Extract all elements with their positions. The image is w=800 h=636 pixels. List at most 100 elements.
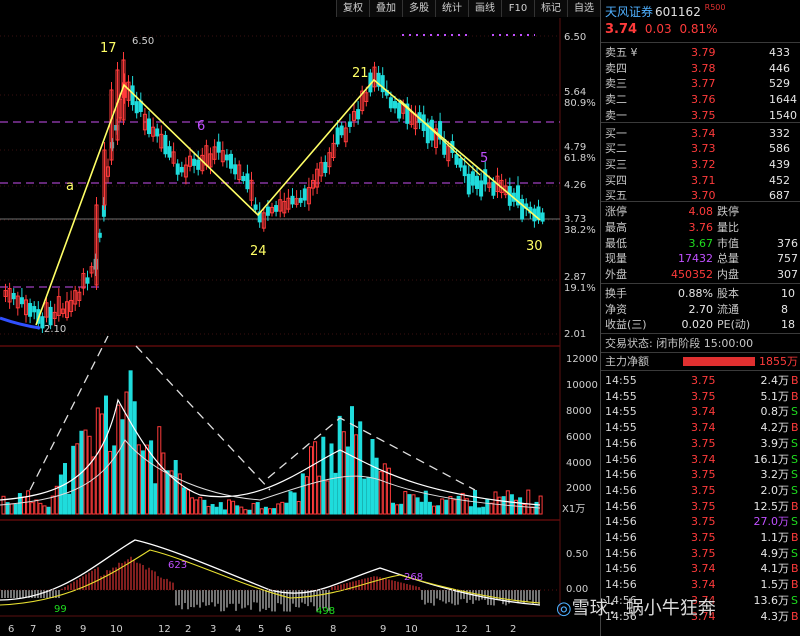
order-price: 3.76 (691, 93, 716, 107)
tick-time: 14:56 (605, 609, 637, 623)
tick-volume: 2.4万 (760, 374, 790, 387)
price-axis-label: 6.50 (564, 32, 586, 43)
main-fund-value: 1855万 (759, 355, 798, 368)
tick-row[interactable]: 14:55 3.74 0.8万 S (605, 404, 800, 419)
tick-time: 14:56 (605, 452, 637, 466)
tick-row[interactable]: 14:56 3.75 27.0万 S (605, 514, 800, 529)
wave-label-17: 17 (100, 41, 117, 56)
date-tick-label: 2 (510, 624, 516, 635)
order-book-row[interactable]: 买二 3.73 586 (605, 141, 800, 156)
statistics-button[interactable]: 统计 (435, 0, 468, 17)
price-axis-label: 4.79 (564, 142, 586, 153)
quote-value-2: 376 (777, 236, 798, 250)
tick-volume: 4.3万 (760, 609, 790, 623)
volume-unit-label: X1万 (562, 504, 585, 515)
quote-label: 外盘 (605, 268, 627, 282)
order-book-row[interactable]: 卖五 ¥ 3.79 433 (605, 45, 800, 60)
tick-row[interactable]: 14:56 3.74 13.6万 S (605, 593, 800, 608)
wave-label-24: 24 (250, 244, 267, 259)
tick-time: 14:56 (605, 593, 637, 607)
tick-volume: 1.5万 (760, 578, 790, 592)
quote-row: 涨停 4.08 跌停 (605, 204, 800, 219)
tick-price: 3.74 (691, 421, 716, 435)
tick-side: B (791, 531, 799, 544)
draw-line-button[interactable]: 画线 (468, 0, 501, 17)
stock-header[interactable]: 天风证券 601162 R500 (605, 3, 726, 20)
price-axis-label: 5.64 (564, 87, 586, 98)
tick-price: 3.75 (691, 483, 716, 497)
kline-chart-area[interactable]: 6.50 5.64 80.9% 4.79 61.8% 4.26 3.73 38.2% 2.87 1… (0, 0, 600, 636)
tick-volume: 2.0万 (760, 483, 790, 497)
watermark: ◎雪球：蜗小牛狂奔 (556, 598, 716, 619)
order-book-row[interactable]: 卖二 3.76 1644 (605, 92, 800, 107)
tick-row[interactable]: 14:55 3.75 2.4万 B (605, 373, 800, 388)
quote-label: 最低 (605, 236, 627, 250)
date-tick-label: 10 (110, 624, 123, 635)
tick-row[interactable]: 14:55 3.75 5.1万 B (605, 389, 800, 404)
tick-time: 14:56 (605, 531, 637, 544)
price-axis-label: 2.87 (564, 272, 586, 283)
f10-button[interactable]: F10 (501, 0, 534, 17)
tick-row[interactable]: 14:56 3.75 3.2万 S (605, 467, 800, 482)
quote-value: 4.08 (688, 205, 714, 218)
tick-row[interactable]: 14:56 3.75 12.5万 B (605, 499, 800, 514)
order-book-row[interactable]: 买四 3.71 452 (605, 173, 800, 188)
tick-time: 14:56 (605, 546, 637, 560)
order-book-row[interactable]: 买五 3.70 687 (605, 188, 800, 203)
tick-price: 3.74 (691, 609, 716, 623)
wave-label-a: a (66, 179, 74, 194)
fundamental-row: 收益(三) 0.020 PE(动) 18 (605, 317, 800, 332)
tick-row[interactable]: 14:56 3.75 4.9万 S (605, 546, 800, 561)
quote-row: 最低 3.67 市值 376 (605, 236, 800, 251)
date-tick-label: 6 (285, 624, 291, 635)
tick-price: 3.74 (691, 452, 716, 466)
fund-label-2: PE(动) (717, 318, 751, 331)
order-book-row[interactable]: 卖四 3.78 446 (605, 61, 800, 76)
fund-label: 收益(三) (605, 318, 647, 331)
watchlist-button[interactable]: 自选 (567, 0, 600, 17)
tick-volume: 4.2万 (760, 421, 790, 435)
tick-row[interactable]: 14:56 3.75 2.0万 S (605, 483, 800, 498)
date-tick-label: 12 (455, 624, 468, 635)
order-price: 3.73 (691, 142, 716, 156)
restore-rights-button[interactable]: 复权 (336, 0, 369, 17)
order-level-label: 卖三 (605, 77, 627, 91)
tick-row[interactable]: 14:55 3.74 4.2万 B (605, 420, 800, 435)
price-axis-pct: 19.1% (564, 283, 596, 294)
quote-label-2: 内盘 (717, 268, 739, 282)
tick-price: 3.75 (691, 531, 716, 544)
order-level-label: 卖二 (605, 93, 627, 107)
quote-label: 最高 (605, 220, 627, 234)
tick-time: 14:56 (605, 483, 637, 497)
tick-side: B (791, 421, 799, 435)
tick-volume: 16.1万 (753, 452, 790, 466)
wave-label-6: 6 (197, 119, 205, 134)
macd-label: 498 (316, 606, 335, 617)
order-price: 3.78 (691, 61, 716, 75)
order-book-row[interactable]: 卖三 3.77 529 (605, 76, 800, 91)
kline-chart[interactable]: 6.505.6480.9%4.7961.8%4.263.7338.2%2.871… (0, 0, 600, 636)
fund-label: 净资 (605, 302, 627, 316)
order-level-label: 买一 (605, 126, 627, 140)
volume-axis-label: 10000 (566, 380, 598, 391)
mark-button[interactable]: 标记 (534, 0, 567, 17)
tick-row[interactable]: 14:56 3.74 16.1万 S (605, 452, 800, 467)
tick-row[interactable]: 14:56 3.75 1.1万 B (605, 530, 800, 545)
order-volume: 332 (769, 126, 790, 140)
price-axis-label: 3.73 (564, 214, 586, 225)
tick-volume: 3.2万 (760, 468, 790, 482)
order-level-label: 卖五 ¥ (605, 46, 638, 59)
volume-axis-label: 6000 (566, 432, 591, 443)
last-price: 3.74 (605, 22, 638, 37)
tick-side: S (791, 593, 798, 607)
order-book-row[interactable]: 买一 3.74 332 (605, 126, 800, 141)
multi-stock-button[interactable]: 多股 (402, 0, 435, 17)
tick-row[interactable]: 14:56 3.74 1.5万 B (605, 577, 800, 592)
volume-axis-label: 4000 (566, 458, 591, 469)
tick-row[interactable]: 14:56 3.74 4.3万 B (605, 609, 800, 624)
tick-row[interactable]: 14:56 3.74 4.1万 B (605, 561, 800, 576)
tick-row[interactable]: 14:56 3.75 3.9万 S (605, 436, 800, 451)
order-book-row[interactable]: 卖一 3.75 1540 (605, 108, 800, 123)
overlay-button[interactable]: 叠加 (369, 0, 402, 17)
order-book-row[interactable]: 买三 3.72 439 (605, 157, 800, 172)
